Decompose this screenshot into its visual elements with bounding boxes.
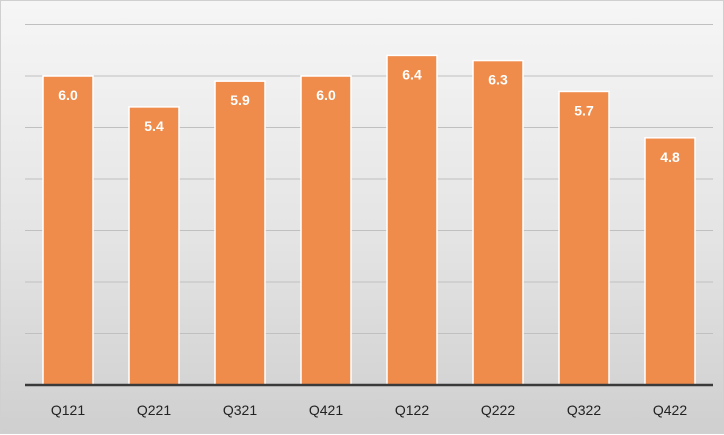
bars bbox=[42, 54, 696, 386]
bar-q322 bbox=[558, 90, 610, 386]
bar-q321 bbox=[214, 80, 266, 386]
x-tick-label-q421: Q421 bbox=[309, 402, 343, 418]
data-label-q222: 6.3 bbox=[488, 72, 508, 88]
gridlines bbox=[25, 24, 713, 334]
x-tick-label-q121: Q121 bbox=[51, 402, 85, 418]
x-tick-labels: Q121 Q221 Q321 Q421 Q122 Q222 Q322 Q422 bbox=[51, 402, 687, 418]
x-tick-label-q321: Q321 bbox=[223, 402, 257, 418]
x-tick-label-q221: Q221 bbox=[137, 402, 171, 418]
x-tick-label-q322: Q322 bbox=[567, 402, 601, 418]
data-label-q121: 6.0 bbox=[58, 87, 78, 103]
data-label-q321: 5.9 bbox=[230, 92, 250, 108]
data-label-q422: 4.8 bbox=[660, 149, 680, 165]
data-label-q122: 6.4 bbox=[402, 66, 422, 82]
x-tick-label-q222: Q222 bbox=[481, 402, 515, 418]
data-label-q221: 5.4 bbox=[144, 118, 164, 134]
data-label-q322: 5.7 bbox=[574, 102, 594, 118]
x-tick-label-q122: Q122 bbox=[395, 402, 429, 418]
data-labels: 6.0 5.4 5.9 6.0 6.4 6.3 5.7 4.8 bbox=[58, 66, 680, 164]
bar-q121 bbox=[42, 75, 94, 386]
bar-q122 bbox=[386, 54, 438, 386]
bar-q221 bbox=[128, 106, 180, 386]
bar-q422 bbox=[644, 137, 696, 386]
bar-q222 bbox=[472, 59, 524, 386]
bar-q421 bbox=[300, 75, 352, 386]
x-tick-label-q422: Q422 bbox=[653, 402, 687, 418]
data-label-q421: 6.0 bbox=[316, 87, 336, 103]
